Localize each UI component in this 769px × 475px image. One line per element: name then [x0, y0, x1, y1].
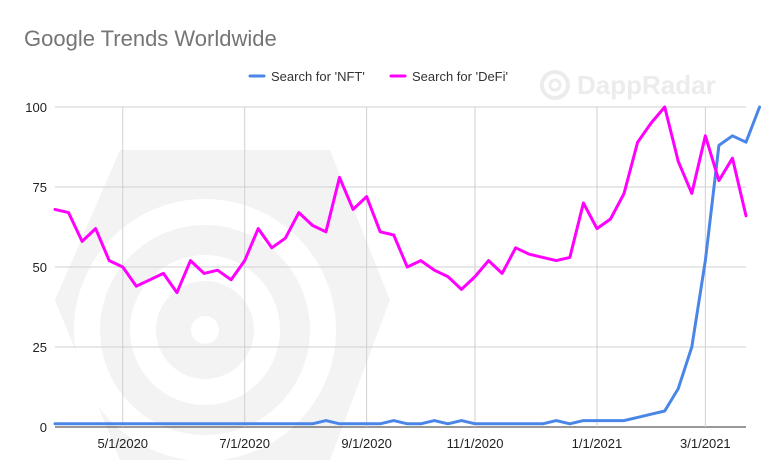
- legend-label: Search for 'NFT': [271, 69, 365, 84]
- x-tick-label: 7/1/2020: [219, 436, 270, 451]
- legend: Search for 'NFT' Search for 'DeFi': [248, 69, 508, 84]
- chart-title: Google Trends Worldwide: [24, 26, 277, 51]
- x-tick-label: 3/1/2021: [680, 436, 731, 451]
- series-line-defi: [53, 105, 748, 295]
- x-tick-label: 1/1/2021: [572, 436, 623, 451]
- x-axis: 5/1/2020 7/1/2020 9/1/2020 11/1/2020 1/1/202…: [97, 436, 730, 451]
- watermark-brand: DappRadar: [540, 70, 716, 100]
- x-tick-label: 9/1/2020: [341, 436, 392, 451]
- watermark-logo: [55, 150, 390, 461]
- y-tick-label: 100: [25, 100, 47, 115]
- y-axis: 0 25 50 75 100: [25, 100, 47, 435]
- x-tick-label: 5/1/2020: [97, 436, 148, 451]
- y-tick-label: 50: [33, 260, 47, 275]
- legend-label: Search for 'DeFi': [412, 69, 508, 84]
- y-tick-label: 0: [40, 420, 47, 435]
- series-layer: [53, 105, 762, 426]
- x-tick-label: 11/1/2020: [447, 436, 504, 451]
- y-tick-label: 75: [33, 180, 47, 195]
- series-line-nft: [53, 105, 762, 426]
- watermark-text: DappRadar: [577, 70, 716, 100]
- y-tick-label: 25: [33, 340, 47, 355]
